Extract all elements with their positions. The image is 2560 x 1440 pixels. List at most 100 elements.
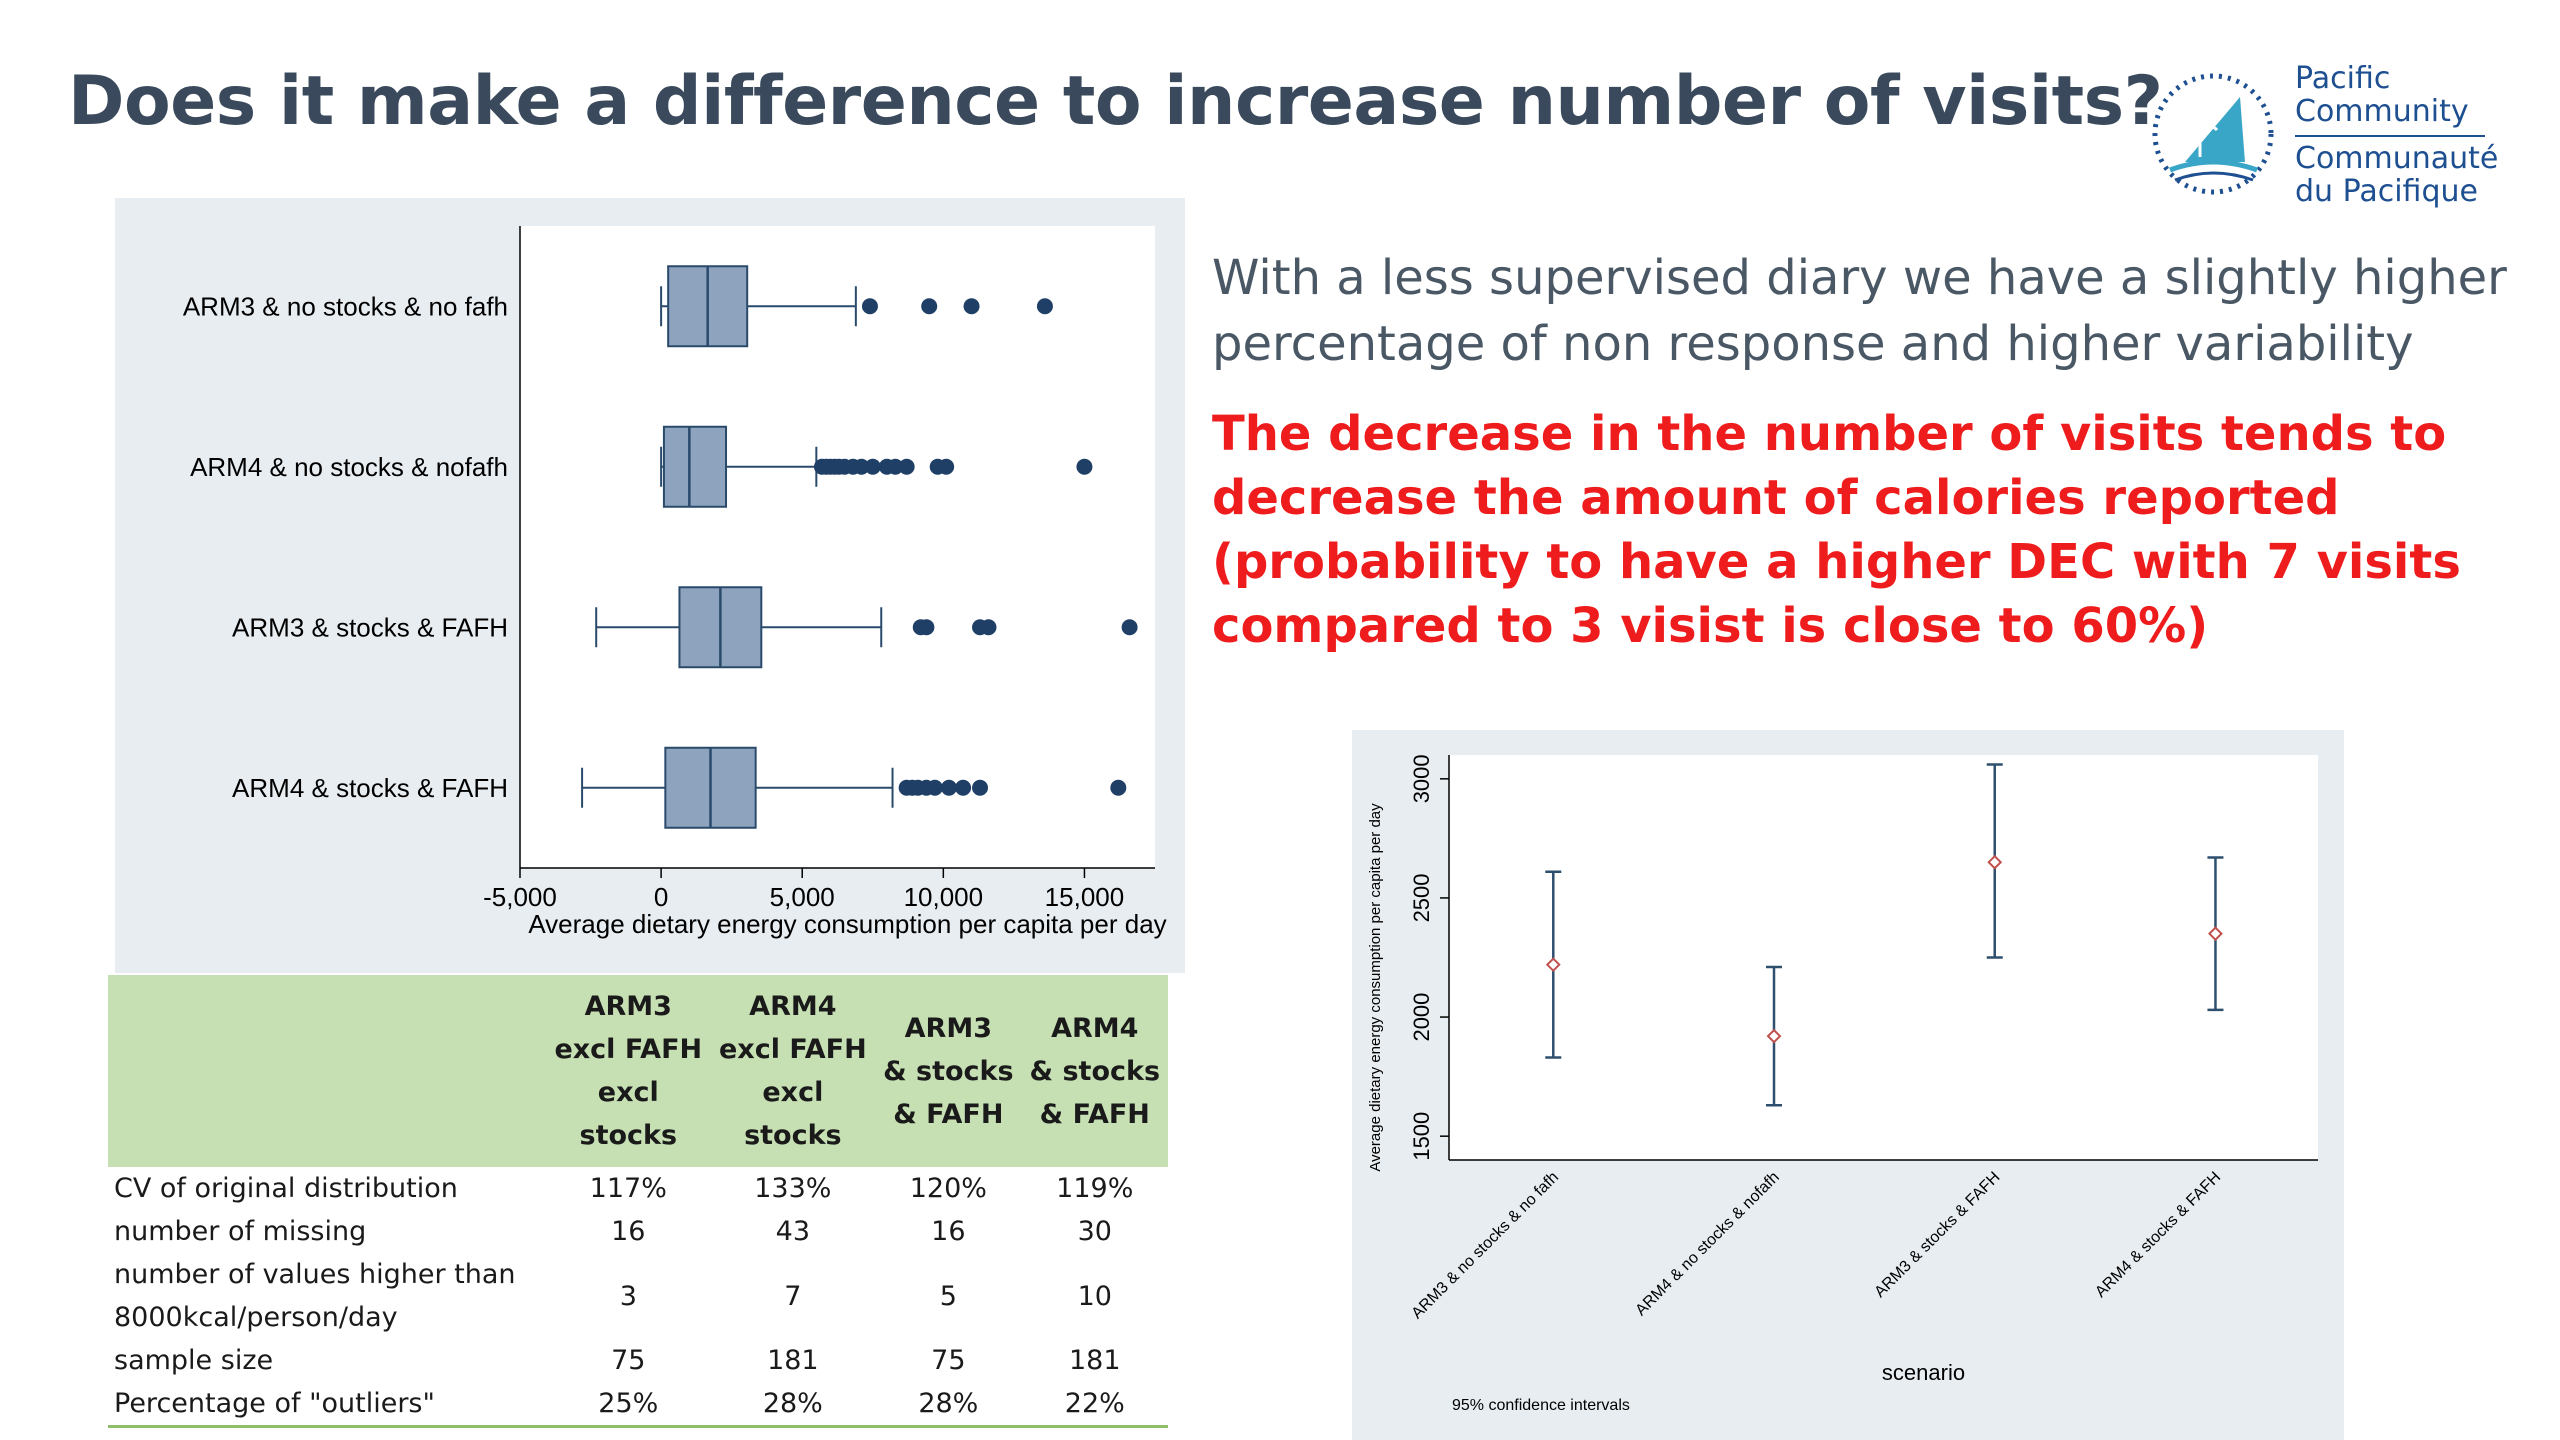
x-category-label: ARM4 & stocks & FAFH bbox=[2092, 1169, 2224, 1301]
estimate-point bbox=[1766, 1028, 1782, 1044]
outlier-point bbox=[918, 619, 935, 636]
row-label: number of missing bbox=[114, 1216, 367, 1247]
outlier-point bbox=[1110, 779, 1127, 796]
header-line: excl bbox=[597, 1077, 659, 1108]
table-header-cell: ARM4 excl FAFH excl stocks bbox=[710, 975, 876, 1167]
header-line: ARM3 bbox=[584, 991, 672, 1022]
outlier-point bbox=[1121, 619, 1138, 636]
table-cell: 75 bbox=[611, 1345, 646, 1376]
ci-chart: 1500 2000 2500 3000 Average dietary energy c… bbox=[1367, 754, 2318, 1414]
header-line: ARM3 bbox=[904, 1012, 992, 1044]
outlier-point bbox=[861, 298, 878, 315]
table-cell: 28% bbox=[875, 1382, 1022, 1428]
category-label: ARM3 & no stocks & no fafh bbox=[183, 291, 508, 321]
table-cell: 22% bbox=[1021, 1382, 1168, 1428]
outlier-point bbox=[938, 458, 955, 475]
table-cell: 133% bbox=[754, 1173, 832, 1204]
header-line: ARM4 bbox=[1051, 1012, 1139, 1044]
pacific-community-logo: Pacific Community Communauté du Pacifiqu… bbox=[2145, 62, 2505, 222]
x-tick-label: 0 bbox=[654, 882, 668, 912]
logo-line-2: Community bbox=[2295, 94, 2469, 129]
table-cell: 30 bbox=[1077, 1216, 1112, 1247]
x-category-label: ARM3 & no stocks & no fafh bbox=[1409, 1169, 1563, 1323]
table-cell: 28% bbox=[710, 1382, 876, 1428]
table-row: number of missing 16 43 16 30 bbox=[108, 1210, 1168, 1253]
x-category-label: ARM3 & stocks & FAFH bbox=[1871, 1169, 2003, 1301]
x-axis-title: Average dietary energy consumption per c… bbox=[528, 909, 1166, 939]
table-cell: 25% bbox=[546, 1382, 711, 1428]
y-tick-label: 2000 bbox=[1409, 993, 1434, 1042]
row-label: sample size bbox=[114, 1345, 274, 1376]
chart-note: 95% confidence intervals bbox=[1452, 1397, 1630, 1414]
table-row: number of values higher than 8000kcal/pe… bbox=[108, 1253, 1168, 1339]
outlier-point bbox=[940, 779, 957, 796]
x-tick-label: -5,000 bbox=[483, 882, 557, 912]
outlier-point bbox=[898, 458, 915, 475]
table-row: CV of original distribution 117% 133% 12… bbox=[108, 1167, 1168, 1210]
outlier-point bbox=[955, 779, 972, 796]
outlier-point bbox=[921, 298, 938, 315]
row-label: Percentage of "outliers" bbox=[108, 1382, 546, 1428]
table-cell: 119% bbox=[1056, 1173, 1134, 1204]
boxplot-chart-panel: -5,000 0 5,000 10,000 15,000 Average dietary … bbox=[115, 198, 1185, 973]
logo-line-4: du Pacifique bbox=[2295, 174, 2478, 209]
table-header-blank bbox=[108, 975, 546, 1167]
estimate-point bbox=[1987, 854, 2003, 870]
outlier-point bbox=[926, 779, 943, 796]
statistics-table: ARM3 excl FAFH excl stocks ARM4 excl FAF… bbox=[108, 975, 1168, 1428]
table-cell: 3 bbox=[619, 1280, 637, 1312]
category-label: ARM3 & stocks & FAFH bbox=[232, 612, 508, 642]
x-tick-label: 15,000 bbox=[1045, 882, 1125, 912]
table-cell: 181 bbox=[1069, 1345, 1121, 1376]
header-line: stocks bbox=[744, 1120, 842, 1151]
category-label: ARM4 & stocks & FAFH bbox=[232, 773, 508, 803]
plot-area bbox=[1449, 755, 2318, 1160]
table-header-cell: ARM4 & stocks & FAFH bbox=[1021, 975, 1168, 1167]
y-axis-title: Average dietary energy consumption per c… bbox=[1367, 803, 1384, 1172]
outlier-point bbox=[1036, 298, 1053, 315]
box bbox=[662, 425, 728, 508]
table-cell: 10 bbox=[1077, 1280, 1112, 1312]
table-row: Percentage of "outliers" 25% 28% 28% 22% bbox=[108, 1382, 1168, 1428]
x-tick-label: 10,000 bbox=[904, 882, 984, 912]
table-header-row: ARM3 excl FAFH excl stocks ARM4 excl FAF… bbox=[108, 975, 1168, 1167]
x-axis-title: scenario bbox=[1882, 1360, 1965, 1385]
table-cell: 181 bbox=[767, 1345, 819, 1376]
header-line: excl bbox=[762, 1077, 824, 1108]
estimate-point bbox=[1545, 957, 1561, 973]
y-tick-label: 2500 bbox=[1409, 873, 1434, 922]
logo-emblem-icon bbox=[2152, 73, 2274, 195]
logo-text-fr: Communauté du Pacifique bbox=[2295, 142, 2505, 208]
table-cell: 16 bbox=[611, 1216, 646, 1247]
logo-divider bbox=[2295, 135, 2485, 137]
header-line: stocks bbox=[579, 1120, 678, 1151]
outlier-point bbox=[853, 458, 870, 475]
logo-line-3: Communauté bbox=[2295, 141, 2499, 176]
table-cell: 120% bbox=[909, 1173, 987, 1204]
header-line: & FAFH bbox=[893, 1098, 1004, 1130]
row-label: CV of original distribution bbox=[114, 1173, 458, 1204]
table-cell: 75 bbox=[931, 1345, 966, 1376]
outlier-point bbox=[1076, 458, 1093, 475]
outlier-point bbox=[963, 298, 980, 315]
x-category-label: ARM4 & no stocks & nofafh bbox=[1632, 1169, 1782, 1319]
x-tick-label: 5,000 bbox=[770, 882, 835, 912]
outlier-point bbox=[980, 619, 997, 636]
header-line: & stocks bbox=[1029, 1055, 1161, 1087]
table-cell: 7 bbox=[784, 1280, 802, 1312]
header-line: excl FAFH bbox=[554, 1034, 703, 1065]
intro-text: With a less supervised diary we have a s… bbox=[1212, 250, 2507, 372]
logo-text-en: Pacific Community bbox=[2295, 62, 2469, 128]
logo-line-1: Pacific bbox=[2295, 61, 2391, 96]
header-line: ARM4 bbox=[749, 991, 837, 1022]
plot-area bbox=[520, 226, 1155, 868]
header-line: excl FAFH bbox=[719, 1034, 867, 1065]
header-line: & stocks bbox=[883, 1055, 1014, 1087]
outlier-point bbox=[887, 458, 904, 475]
table-cell: 5 bbox=[939, 1280, 957, 1312]
category-label: ARM4 & no stocks & nofafh bbox=[190, 452, 508, 482]
row-label: number of values higher than 8000kcal/pe… bbox=[114, 1259, 516, 1333]
table-cell: 117% bbox=[589, 1173, 667, 1204]
table-header-cell: ARM3 & stocks & FAFH bbox=[875, 975, 1022, 1167]
